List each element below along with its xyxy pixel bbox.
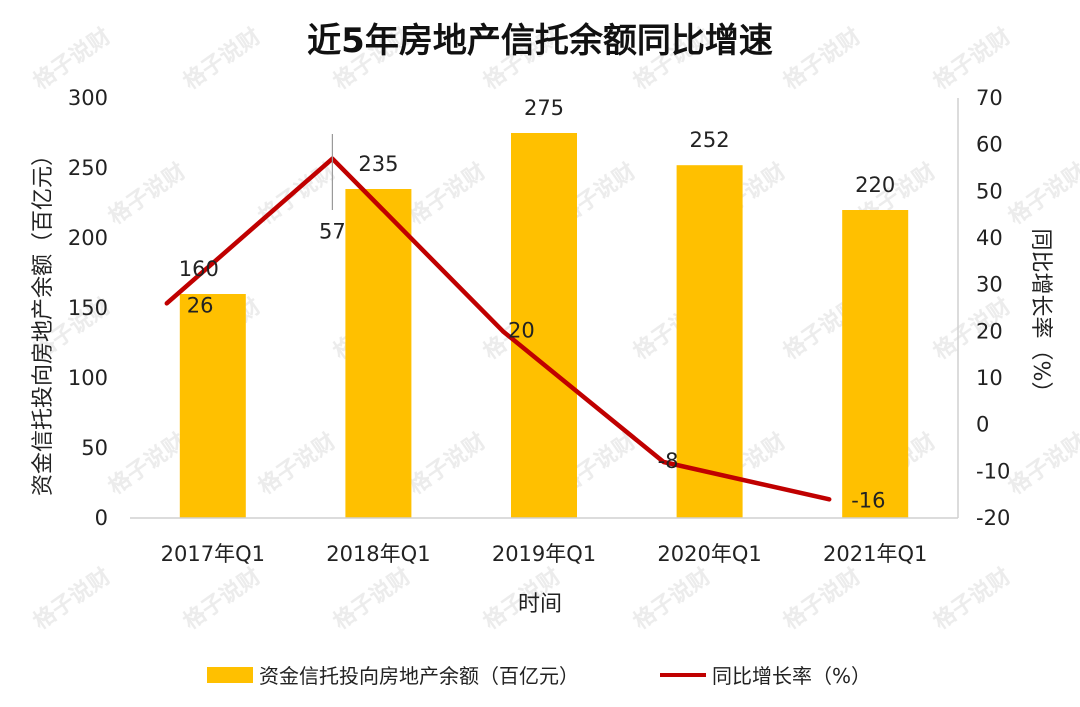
chart-title: 近5年房地产信托余额同比增速 <box>307 21 773 61</box>
y-right-tick-label: 30 <box>976 273 1003 297</box>
watermark-text: 格子说财 <box>929 563 1016 635</box>
bar <box>676 165 743 518</box>
watermark-text: 格子说财 <box>404 158 491 230</box>
bar-value-label: 160 <box>179 257 219 281</box>
line-value-label: -16 <box>851 488 885 512</box>
x-tick-label: 2019年Q1 <box>492 542 596 566</box>
y-right-tick-label: 10 <box>976 366 1003 390</box>
bar-series <box>179 133 909 518</box>
y-right-tick-label: 60 <box>976 133 1003 157</box>
data-labels: 160 235 275 252 220 26 57 20 -8 -16 <box>179 96 895 512</box>
x-axis-title: 时间 <box>518 592 562 617</box>
bar-value-label: 220 <box>855 173 895 197</box>
bar <box>179 294 246 518</box>
bar-value-label: 275 <box>524 96 564 120</box>
axes: 0 50 100 150 200 250 300 -20 -10 0 10 20 30 40 50 60 70 2… <box>68 86 1010 566</box>
y-left-tick-label: 50 <box>81 436 108 460</box>
watermark-text: 格子说财 <box>1004 428 1080 500</box>
y-right-tick-label: -20 <box>976 506 1010 530</box>
watermark-text: 格子说财 <box>404 428 491 500</box>
y-left-tick-label: 250 <box>68 156 108 180</box>
y-right-tick-label: 70 <box>976 86 1003 110</box>
watermark-text: 格子说财 <box>29 563 116 635</box>
y-right-tick-label: 0 <box>976 413 989 437</box>
growth-rate-line <box>164 156 832 502</box>
y-axis-right-title: 同比增长率（%） <box>1028 229 1053 404</box>
x-tick-label: 2021年Q1 <box>823 542 927 566</box>
watermark-text: 格子说财 <box>29 23 116 95</box>
y-right-tick-label: 40 <box>976 226 1003 250</box>
line-value-label: 57 <box>319 220 346 244</box>
x-tick-label: 2017年Q1 <box>161 542 265 566</box>
bar-value-label: 252 <box>690 128 730 152</box>
watermark-text: 格子说财 <box>104 428 191 500</box>
watermark-text: 格子说财 <box>779 23 866 95</box>
watermark-text: 格子说财 <box>1004 158 1080 230</box>
watermark-text: 格子说财 <box>629 563 716 635</box>
x-tick-label: 2018年Q1 <box>326 542 430 566</box>
y-left-tick-label: 200 <box>68 226 108 250</box>
y-left-tick-label: 0 <box>95 506 108 530</box>
bar-value-label: 235 <box>358 152 398 176</box>
y-left-tick-label: 100 <box>68 366 108 390</box>
watermark-text: 格子说财 <box>779 563 866 635</box>
legend-swatch-bar <box>207 667 253 683</box>
bar <box>345 189 412 518</box>
y-axis-left-title: 资金信托投向房地产余额（百亿元） <box>31 144 56 496</box>
y-left-tick-label: 300 <box>68 86 108 110</box>
bar <box>511 133 577 518</box>
watermark-text: 格子说财 <box>329 563 416 635</box>
y-right-tick-label: 50 <box>976 179 1003 203</box>
legend: 资金信托投向房地产余额（百亿元） 同比增长率（%） <box>207 664 871 688</box>
y-right-tick-label: 20 <box>976 319 1003 343</box>
line-value-label: -8 <box>658 449 679 473</box>
line-value-label: 20 <box>508 318 535 342</box>
bar <box>842 210 909 518</box>
watermark-text: 格子说财 <box>179 23 266 95</box>
watermark-text: 格子说财 <box>254 428 341 500</box>
line-series <box>164 134 832 502</box>
legend-label-bar: 资金信托投向房地产余额（百亿元） <box>259 664 579 688</box>
watermark-text: 格子说财 <box>179 563 266 635</box>
watermark-text: 格子说财 <box>929 23 1016 95</box>
y-right-tick-label: -10 <box>976 459 1010 483</box>
legend-label-line: 同比增长率（%） <box>712 664 871 688</box>
line-value-label: 26 <box>187 293 214 317</box>
x-tick-label: 2020年Q1 <box>657 542 761 566</box>
watermark-text: 格子说财 <box>104 158 191 230</box>
y-left-tick-label: 150 <box>68 296 108 320</box>
